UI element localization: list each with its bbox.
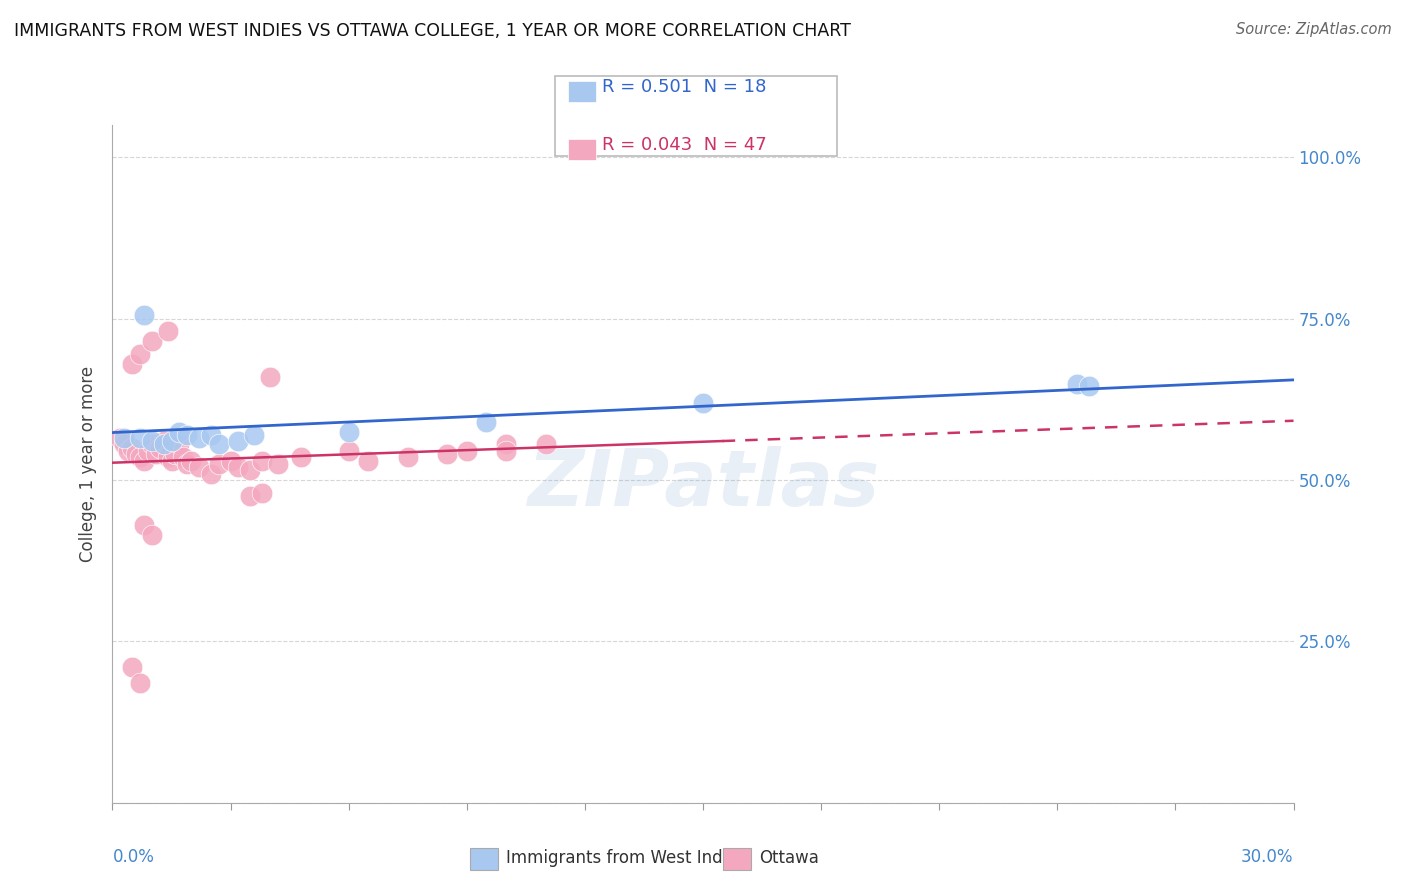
Point (188, 431, 211, 445)
Point (239, 463, 262, 477)
Point (239, 489, 262, 503)
Point (176, 427, 198, 442)
Text: Ottawa: Ottawa (759, 849, 820, 867)
Point (169, 425, 191, 439)
Text: Immigrants from West Indies: Immigrants from West Indies (506, 849, 747, 867)
Point (495, 437, 517, 451)
Point (149, 441, 172, 455)
Point (495, 444, 517, 458)
Point (200, 467, 222, 481)
Point (169, 437, 191, 451)
Point (337, 444, 360, 458)
Point (337, 425, 360, 439)
Point (436, 447, 458, 461)
Text: 0.0%: 0.0% (112, 848, 155, 866)
Point (456, 444, 478, 458)
Text: Source: ZipAtlas.com: Source: ZipAtlas.com (1236, 22, 1392, 37)
Point (692, 395, 714, 409)
Point (259, 369, 281, 384)
Point (132, 453, 155, 467)
Point (132, 309, 155, 323)
Point (475, 415, 498, 429)
Point (156, 325, 179, 339)
Point (129, 431, 152, 445)
Point (152, 434, 174, 449)
Point (112, 431, 135, 445)
Point (141, 437, 163, 451)
Point (132, 518, 155, 533)
Text: ZIPatlas: ZIPatlas (527, 446, 879, 522)
Point (228, 460, 250, 475)
Point (176, 457, 198, 471)
Point (200, 427, 222, 442)
Point (110, 431, 132, 445)
Point (125, 447, 148, 461)
Point (136, 444, 159, 458)
Point (145, 447, 167, 461)
Text: R = 0.043  N = 47: R = 0.043 N = 47 (602, 136, 766, 154)
Text: 30.0%: 30.0% (1241, 848, 1294, 866)
Point (121, 660, 143, 674)
Point (156, 450, 179, 465)
Point (129, 450, 152, 465)
Point (129, 676, 152, 690)
Text: R = 0.501  N = 18: R = 0.501 N = 18 (602, 78, 766, 96)
Point (165, 447, 187, 461)
Point (243, 427, 266, 442)
Point (117, 444, 139, 458)
Point (188, 460, 211, 475)
Y-axis label: College, 1 year or more: College, 1 year or more (79, 366, 97, 562)
Point (112, 437, 135, 451)
Point (129, 347, 152, 361)
Point (121, 441, 143, 455)
Point (152, 437, 174, 451)
Point (172, 450, 194, 465)
Point (208, 457, 231, 471)
Point (141, 434, 163, 449)
Point (250, 453, 273, 467)
Point (121, 357, 143, 371)
Point (357, 453, 380, 467)
Point (396, 450, 419, 465)
Point (267, 457, 290, 471)
Point (141, 528, 163, 542)
Point (160, 453, 183, 467)
Point (534, 437, 557, 451)
Point (208, 437, 231, 451)
Point (141, 334, 163, 348)
Point (228, 434, 250, 449)
Point (250, 486, 273, 500)
Point (180, 453, 202, 467)
Point (1066, 377, 1088, 392)
Point (219, 453, 242, 467)
Text: IMMIGRANTS FROM WEST INDIES VS OTTAWA COLLEGE, 1 YEAR OR MORE CORRELATION CHART: IMMIGRANTS FROM WEST INDIES VS OTTAWA CO… (14, 22, 851, 40)
Point (1077, 379, 1099, 393)
Point (160, 434, 183, 449)
Point (290, 450, 312, 465)
